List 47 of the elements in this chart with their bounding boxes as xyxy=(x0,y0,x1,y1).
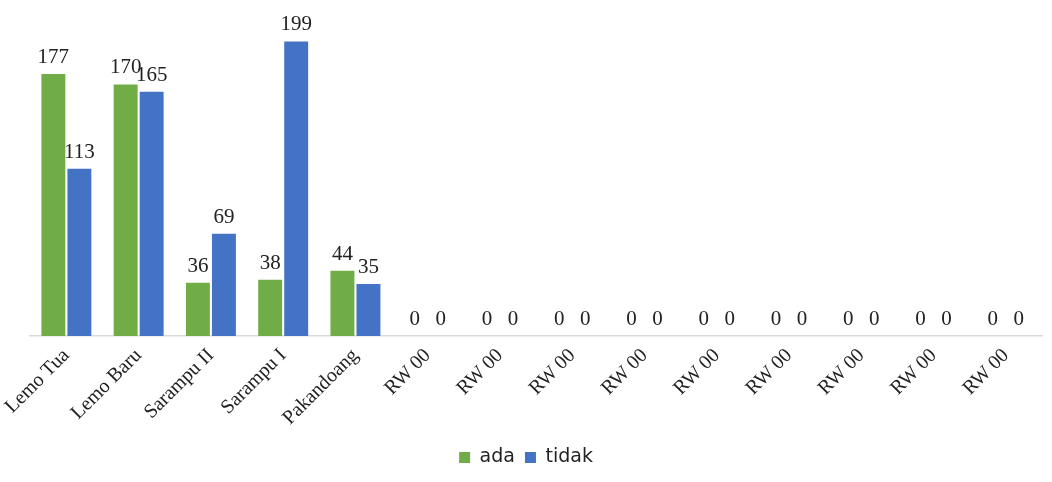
data-label: 0 xyxy=(724,305,736,330)
x-tick-label: RW 00 xyxy=(523,343,579,399)
bar xyxy=(356,284,381,336)
bar xyxy=(139,91,164,336)
data-label: 0 xyxy=(481,305,493,330)
legend-label: ada xyxy=(479,444,515,467)
data-label: 69 xyxy=(213,203,235,228)
x-tick-label: RW 00 xyxy=(668,343,724,399)
x-tick-label: RW 00 xyxy=(740,343,796,399)
data-label: 0 xyxy=(507,305,519,330)
data-label: 0 xyxy=(553,305,565,330)
data-label: 0 xyxy=(843,305,854,330)
bar xyxy=(211,233,236,336)
data-label: 44 xyxy=(331,240,354,265)
x-tick-label: RW 00 xyxy=(885,343,941,399)
data-label: 35 xyxy=(357,254,379,279)
data-label: 0 xyxy=(941,305,952,330)
data-label: 0 xyxy=(580,305,591,330)
x-tick-label: RW 00 xyxy=(957,343,1013,399)
data-label: 0 xyxy=(1013,305,1025,330)
data-label: 0 xyxy=(626,305,637,330)
data-label: 199 xyxy=(280,11,312,36)
bar xyxy=(67,168,92,336)
data-label: 0 xyxy=(987,305,999,330)
x-tick-label: RW 00 xyxy=(451,343,507,399)
legend-label: tidak xyxy=(545,444,593,467)
data-label: 0 xyxy=(770,305,782,330)
data-label: 0 xyxy=(698,305,710,330)
x-tick-label: RW 00 xyxy=(596,343,652,399)
bar xyxy=(258,279,283,336)
data-label: 0 xyxy=(435,305,446,330)
bar xyxy=(185,282,210,336)
data-label: 36 xyxy=(187,252,209,277)
x-tick-label: RW 00 xyxy=(812,343,868,399)
data-label: 0 xyxy=(915,305,926,330)
bar xyxy=(330,270,355,336)
data-label: 0 xyxy=(796,305,808,330)
data-label: 177 xyxy=(37,44,70,69)
data-label: 113 xyxy=(64,138,95,163)
bar xyxy=(113,84,138,336)
data-label: 0 xyxy=(869,305,880,330)
data-label: 38 xyxy=(259,249,281,274)
data-label: 0 xyxy=(652,305,663,330)
bar xyxy=(41,74,66,336)
bar xyxy=(284,41,309,336)
x-tick-label: RW 00 xyxy=(379,343,435,399)
data-label: 0 xyxy=(409,305,420,330)
